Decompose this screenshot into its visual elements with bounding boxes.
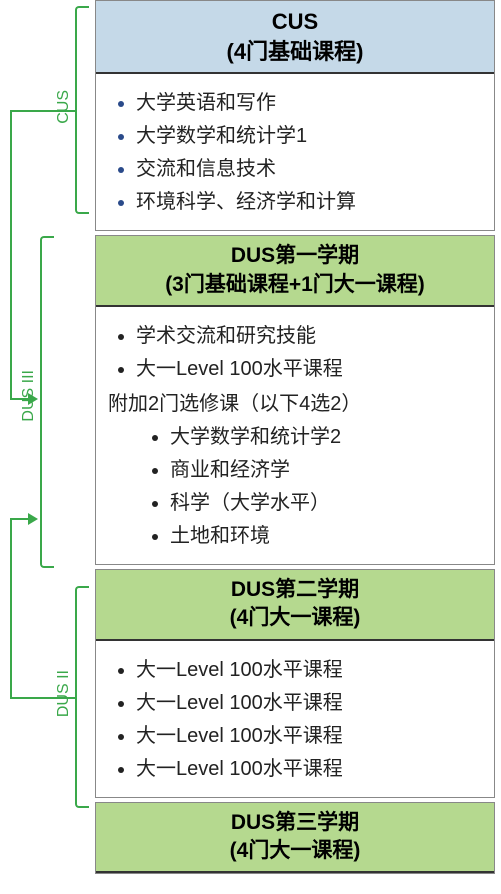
section-header-dus3: DUS第三学期 (4门大一课程) bbox=[96, 803, 494, 874]
bracket-dus3 bbox=[40, 236, 54, 568]
section-body-dus1: 学术交流和研究技能 大一Level 100水平课程 附加2门选修课（以下4选2）… bbox=[96, 307, 494, 564]
list-item: 交流和信息技术 bbox=[136, 150, 482, 183]
arrow-seg bbox=[10, 398, 30, 400]
section-body-dus2: 大一Level 100水平课程 大一Level 100水平课程 大一Level … bbox=[96, 641, 494, 797]
list-item: 大一Level 100水平课程 bbox=[136, 684, 482, 717]
list-item: 大一Level 100水平课程 bbox=[136, 651, 482, 684]
header-subtitle: (4门基础课程) bbox=[100, 37, 490, 67]
list-item: 大学英语和写作 bbox=[136, 84, 482, 117]
sub-list-item: 商业和经济学 bbox=[170, 451, 482, 484]
section-dus3: DUS第三学期 (4门大一课程) bbox=[95, 802, 495, 875]
side-label-dus2: DUS II bbox=[55, 670, 73, 717]
section-dus1: DUS第一学期 (3门基础课程+1门大一课程) 学术交流和研究技能 大一Leve… bbox=[95, 235, 495, 565]
list-item: 大一Level 100水平课程 bbox=[136, 750, 482, 783]
header-title: DUS第一学期 bbox=[100, 242, 490, 270]
header-subtitle: (3门基础课程+1门大一课程) bbox=[100, 271, 490, 299]
list-item: 学术交流和研究技能 bbox=[136, 317, 482, 350]
sections-container: CUS (4门基础课程) 大学英语和写作 大学数学和统计学1 交流和信息技术 环… bbox=[95, 0, 495, 878]
section-header-dus2: DUS第二学期 (4门大一课程) bbox=[96, 570, 494, 641]
arrow-seg bbox=[10, 697, 75, 699]
section-dus2: DUS第二学期 (4门大一课程) 大一Level 100水平课程 大一Level… bbox=[95, 569, 495, 798]
sub-list-item: 科学（大学水平） bbox=[170, 484, 482, 517]
sub-list-item: 土地和环境 bbox=[170, 517, 482, 550]
header-title: DUS第二学期 bbox=[100, 576, 490, 604]
list-item: 大一Level 100水平课程 bbox=[136, 717, 482, 750]
arrow-head-icon bbox=[28, 393, 38, 405]
arrow-seg bbox=[10, 518, 30, 520]
sub-list-item: 大学数学和统计学2 bbox=[170, 418, 482, 451]
side-label-cus: CUS bbox=[55, 90, 73, 124]
section-body-cus: 大学英语和写作 大学数学和统计学1 交流和信息技术 环境科学、经济学和计算 bbox=[96, 74, 494, 230]
header-subtitle: (4门大一课程) bbox=[100, 837, 490, 865]
elective-note: 附加2门选修课（以下4选2） bbox=[108, 383, 482, 418]
list-item: 环境科学、经济学和计算 bbox=[136, 183, 482, 216]
section-header-dus1: DUS第一学期 (3门基础课程+1门大一课程) bbox=[96, 236, 494, 307]
arrow-seg bbox=[10, 110, 75, 112]
section-header-cus: CUS (4门基础课程) bbox=[96, 1, 494, 74]
list-item: 大学数学和统计学1 bbox=[136, 117, 482, 150]
list-item: 大一Level 100水平课程 bbox=[136, 350, 482, 383]
header-title: CUS bbox=[100, 7, 490, 37]
header-subtitle: (4门大一课程) bbox=[100, 604, 490, 632]
header-title: DUS第三学期 bbox=[100, 809, 490, 837]
bracket-dus2 bbox=[75, 586, 89, 808]
bracket-cus bbox=[75, 6, 89, 214]
arrow-seg bbox=[10, 110, 12, 400]
section-cus: CUS (4门基础课程) 大学英语和写作 大学数学和统计学1 交流和信息技术 环… bbox=[95, 0, 495, 231]
arrow-head-icon bbox=[28, 513, 38, 525]
side-annotation-layer: CUS DUS III DUS II bbox=[0, 0, 95, 894]
arrow-seg bbox=[10, 518, 12, 699]
